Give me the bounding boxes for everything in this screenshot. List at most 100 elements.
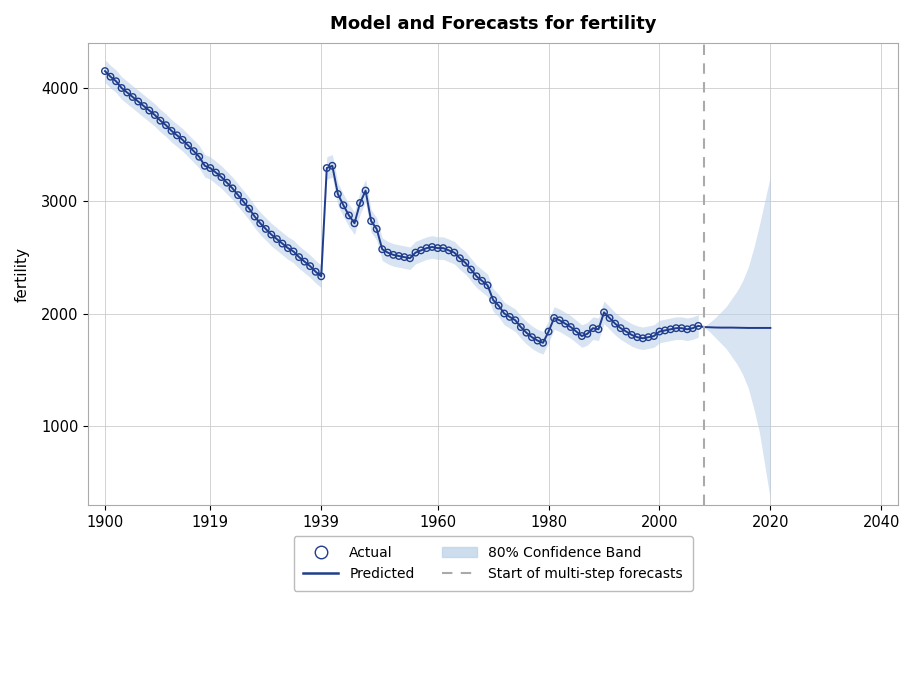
Point: [652, 326, 667, 337]
Point: [330, 189, 345, 200]
Point: [203, 162, 217, 173]
Point: [452, 252, 467, 264]
Point: [475, 275, 490, 286]
Point: [674, 323, 689, 334]
Point: [220, 178, 235, 189]
Point: [608, 318, 623, 329]
Point: [142, 105, 157, 116]
Point: [214, 171, 228, 182]
Point: [624, 330, 639, 341]
Point: [436, 243, 450, 254]
Point: [563, 321, 578, 332]
Point: [264, 229, 279, 240]
Point: [552, 315, 567, 326]
Point: [580, 328, 595, 339]
Point: [281, 243, 295, 254]
Title: Model and Forecasts for fertility: Model and Forecasts for fertility: [330, 15, 657, 33]
Point: [208, 167, 223, 178]
Point: [586, 323, 601, 334]
Point: [364, 215, 379, 226]
Point: [336, 200, 350, 211]
Point: [226, 183, 240, 194]
Point: [308, 266, 323, 277]
Point: [259, 224, 273, 235]
Point: [668, 323, 683, 334]
Point: [370, 224, 384, 235]
Point: [663, 324, 678, 335]
Point: [486, 294, 501, 305]
Point: [403, 252, 417, 264]
Point: [120, 87, 135, 98]
Point: [181, 140, 195, 151]
Point: [148, 109, 162, 120]
Point: [547, 312, 561, 323]
Point: [381, 247, 395, 258]
Point: [275, 238, 290, 249]
Point: [503, 312, 517, 323]
Point: [447, 247, 461, 258]
Point: [536, 337, 550, 348]
Point: [441, 245, 456, 256]
Point: [602, 312, 617, 323]
Point: [392, 250, 406, 261]
Point: [630, 332, 645, 343]
Point: [175, 134, 190, 145]
Point: [342, 210, 357, 221]
Point: [126, 92, 140, 103]
Point: [297, 256, 312, 267]
Point: [525, 332, 539, 343]
Point: [657, 325, 672, 336]
Point: [115, 83, 129, 94]
Point: [353, 197, 368, 208]
Point: [691, 321, 705, 332]
Point: [186, 146, 201, 157]
Point: [197, 160, 212, 171]
Point: [597, 307, 612, 318]
Point: [419, 243, 434, 254]
Point: [153, 115, 168, 126]
Point: [530, 335, 545, 346]
Point: [430, 243, 445, 254]
Point: [397, 252, 412, 263]
Point: [619, 326, 634, 337]
Point: [159, 120, 173, 131]
Point: [492, 300, 506, 311]
Point: [192, 151, 206, 162]
Point: [646, 330, 661, 341]
Point: [97, 65, 112, 76]
Point: [325, 160, 339, 171]
Point: [248, 211, 262, 222]
Point: [359, 185, 373, 196]
Legend: Actual, Predicted, 80% Confidence Band, Start of multi-step forecasts: Actual, Predicted, 80% Confidence Band, …: [293, 537, 692, 591]
Point: [137, 100, 151, 111]
Point: [408, 247, 423, 258]
Point: [470, 271, 484, 282]
Point: [514, 321, 528, 332]
Point: [314, 271, 328, 282]
Point: [231, 190, 246, 201]
Point: [679, 324, 694, 335]
Point: [558, 318, 572, 329]
Point: [635, 333, 650, 344]
Point: [613, 323, 628, 334]
X-axis label: year: year: [476, 541, 510, 556]
Point: [519, 327, 534, 338]
Point: [414, 245, 428, 256]
Y-axis label: fertility: fertility: [15, 246, 30, 301]
Point: [591, 324, 606, 335]
Point: [508, 315, 523, 326]
Point: [641, 332, 656, 343]
Point: [458, 257, 473, 268]
Point: [270, 234, 284, 245]
Point: [170, 130, 184, 141]
Point: [464, 264, 479, 275]
Point: [242, 203, 257, 214]
Point: [425, 241, 439, 252]
Point: [541, 326, 556, 337]
Point: [131, 96, 146, 107]
Point: [237, 196, 251, 207]
Point: [319, 162, 334, 173]
Point: [497, 308, 512, 319]
Point: [253, 218, 268, 229]
Point: [685, 323, 700, 334]
